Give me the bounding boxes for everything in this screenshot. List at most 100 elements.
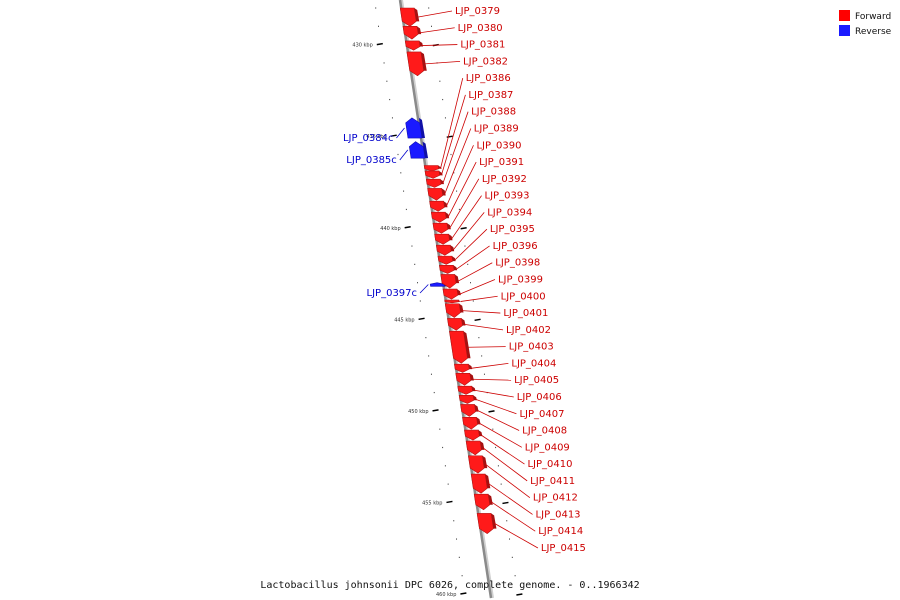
- gene-forward-block[interactable]: [435, 244, 452, 256]
- gene-forward-block[interactable]: [470, 473, 488, 494]
- gene-label[interactable]: LJP_0390: [476, 140, 521, 151]
- gene-forward-block[interactable]: [465, 440, 482, 456]
- gene-label[interactable]: LJP_0414: [538, 526, 583, 537]
- gene-forward-block[interactable]: [444, 299, 460, 304]
- gene-label[interactable]: LJP_0407: [519, 409, 564, 420]
- gene-label[interactable]: LJP_0393: [485, 191, 530, 202]
- gene-label[interactable]: LJP_0391: [479, 157, 524, 168]
- gene-label[interactable]: LJP_0399: [498, 275, 543, 286]
- gene-label[interactable]: LJP_0387: [468, 90, 513, 101]
- gene-forward-block[interactable]: [404, 40, 421, 51]
- gene-forward-block[interactable]: [425, 178, 442, 188]
- gene-leader-line: [462, 310, 501, 314]
- gene-shade: [474, 404, 479, 412]
- gene-forward-block[interactable]: [430, 211, 447, 223]
- gene-shade: [414, 8, 420, 22]
- axis-kbp-label: 445 kbp: [394, 317, 414, 323]
- gene-shade: [417, 26, 422, 35]
- gene-shade: [458, 300, 462, 303]
- gene-label[interactable]: LJP_0384c: [343, 133, 394, 144]
- gene-forward-block[interactable]: [406, 51, 425, 77]
- gene-leader-line: [488, 483, 533, 515]
- gene-leader-line: [494, 523, 539, 549]
- gene-reverse-block[interactable]: [408, 141, 426, 159]
- gene-label[interactable]: LJP_0389: [474, 123, 519, 134]
- gene-forward-block[interactable]: [449, 330, 468, 364]
- gene-label[interactable]: LJP_0406: [517, 392, 562, 403]
- tick-major-left: [460, 592, 467, 595]
- gene-label[interactable]: LJP_0409: [525, 442, 570, 453]
- gene-label[interactable]: LJP_0411: [530, 476, 575, 487]
- gene-forward-block[interactable]: [402, 26, 419, 40]
- gene-leader-line: [474, 389, 514, 398]
- gene-label[interactable]: LJP_0380: [458, 23, 503, 34]
- gene-forward-block[interactable]: [442, 288, 459, 300]
- gene-forward-block[interactable]: [429, 200, 445, 212]
- tick-major-right: [460, 227, 467, 230]
- gene-label[interactable]: LJP_0398: [495, 258, 540, 269]
- gene-label[interactable]: LJP_0408: [522, 426, 567, 437]
- gene-label[interactable]: LJP_0395: [490, 224, 535, 235]
- gene-label[interactable]: LJP_0397c: [367, 288, 418, 299]
- tick-major-right: [446, 135, 453, 138]
- gene-forward-block[interactable]: [440, 274, 457, 289]
- gene-forward-block[interactable]: [424, 170, 441, 179]
- legend-item-reverse[interactable]: Reverse: [839, 25, 892, 37]
- gene-leader-line: [454, 228, 488, 261]
- gene-forward-block[interactable]: [476, 513, 494, 534]
- legend-item-forward[interactable]: Forward: [839, 10, 891, 22]
- gene-forward-block[interactable]: [454, 363, 470, 373]
- gene-label[interactable]: LJP_0400: [501, 291, 546, 302]
- gene-forward-block[interactable]: [464, 429, 480, 441]
- gene-forward-block[interactable]: [468, 455, 485, 474]
- gene-leader-line: [446, 145, 474, 207]
- gene-forward-block[interactable]: [427, 188, 444, 201]
- gene-leader-line: [441, 94, 466, 175]
- gene-forward-block[interactable]: [437, 255, 454, 265]
- gene-shade: [485, 474, 491, 489]
- tick-major-left: [390, 134, 397, 137]
- legend-reverse-label: Reverse: [855, 27, 892, 37]
- gene-forward-block[interactable]: [434, 233, 450, 245]
- gene-label[interactable]: LJP_0381: [460, 40, 505, 51]
- gene-leader-line: [424, 60, 461, 65]
- gene-forward-block[interactable]: [447, 318, 463, 331]
- gene-label[interactable]: LJP_0410: [527, 459, 572, 470]
- gene-label[interactable]: LJP_0415: [541, 543, 586, 554]
- gene-shade: [473, 395, 477, 401]
- gene-label[interactable]: LJP_0382: [463, 56, 508, 67]
- gene-label[interactable]: LJP_0413: [536, 509, 581, 520]
- gene-leader-line: [421, 44, 458, 46]
- gene-forward-block[interactable]: [423, 165, 440, 172]
- gene-forward-block[interactable]: [455, 373, 472, 386]
- gene-label[interactable]: LJP_0402: [506, 325, 551, 336]
- gene-label[interactable]: LJP_0394: [487, 207, 532, 218]
- tick-major-left: [432, 409, 439, 412]
- legend-forward-swatch: [839, 10, 850, 21]
- gene-label[interactable]: LJP_0385c: [346, 155, 397, 166]
- gene-leader-line: [485, 464, 531, 498]
- gene-label[interactable]: LJP_0412: [533, 493, 578, 504]
- gene-label[interactable]: LJP_0403: [509, 342, 554, 353]
- gene-label[interactable]: LJP_0388: [471, 107, 516, 118]
- gene-forward-block[interactable]: [462, 416, 478, 430]
- gene-forward-block[interactable]: [399, 7, 417, 27]
- gene-forward-block[interactable]: [432, 222, 449, 234]
- gene-label[interactable]: LJP_0396: [493, 241, 538, 252]
- gene-forward-block[interactable]: [458, 395, 475, 404]
- gene-reverse-block[interactable]: [405, 117, 423, 139]
- gene-label[interactable]: LJP_0401: [503, 308, 548, 319]
- gene-label[interactable]: LJP_0392: [482, 174, 527, 185]
- gene-forward-block[interactable]: [444, 303, 461, 318]
- gene-forward-block[interactable]: [473, 493, 491, 511]
- gene-label[interactable]: LJP_0379: [455, 6, 500, 17]
- gene-forward-block[interactable]: [460, 404, 476, 417]
- gene-label[interactable]: LJP_0386: [466, 73, 511, 84]
- axis-kbp-label: 450 kbp: [408, 409, 428, 415]
- gene-label[interactable]: LJP_0405: [514, 375, 559, 386]
- gene-forward-block[interactable]: [457, 385, 473, 395]
- gene-forward-block[interactable]: [439, 264, 455, 274]
- gene-leader-line: [475, 399, 517, 415]
- gene-leader-line: [467, 346, 506, 348]
- gene-label[interactable]: LJP_0404: [511, 358, 556, 369]
